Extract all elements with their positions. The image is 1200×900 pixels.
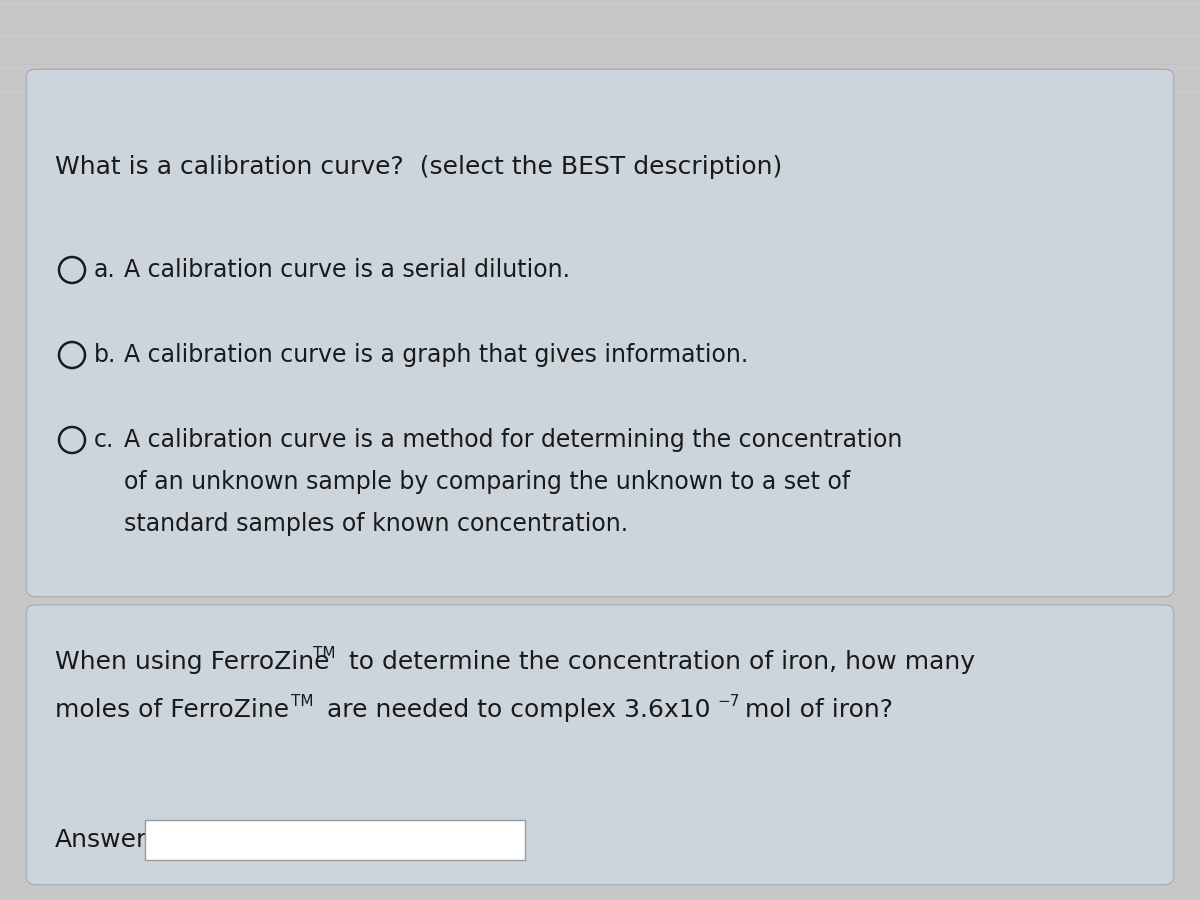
- Text: mol of iron?: mol of iron?: [737, 698, 893, 722]
- Text: TM: TM: [313, 645, 336, 661]
- Text: b.: b.: [94, 343, 116, 367]
- Text: Answer:: Answer:: [55, 828, 155, 852]
- Text: −7: −7: [718, 694, 739, 708]
- Text: of an unknown sample by comparing the unknown to a set of: of an unknown sample by comparing the un…: [124, 470, 851, 494]
- Text: moles of FerroZine: moles of FerroZine: [55, 698, 289, 722]
- Text: c.: c.: [94, 428, 114, 452]
- Text: A calibration curve is a serial dilution.: A calibration curve is a serial dilution…: [124, 258, 570, 282]
- FancyBboxPatch shape: [145, 820, 526, 860]
- Text: What is a calibration curve?  (select the BEST description): What is a calibration curve? (select the…: [55, 155, 782, 179]
- Text: are needed to complex 3.6x10: are needed to complex 3.6x10: [319, 698, 710, 722]
- Text: standard samples of known concentration.: standard samples of known concentration.: [124, 512, 628, 536]
- Text: a.: a.: [94, 258, 115, 282]
- Text: TM: TM: [292, 694, 313, 708]
- Text: A calibration curve is a method for determining the concentration: A calibration curve is a method for dete…: [124, 428, 902, 452]
- Text: When using FerroZine: When using FerroZine: [55, 650, 330, 674]
- Text: A calibration curve is a graph that gives information.: A calibration curve is a graph that give…: [124, 343, 749, 367]
- Text: to determine the concentration of iron, how many: to determine the concentration of iron, …: [341, 650, 974, 674]
